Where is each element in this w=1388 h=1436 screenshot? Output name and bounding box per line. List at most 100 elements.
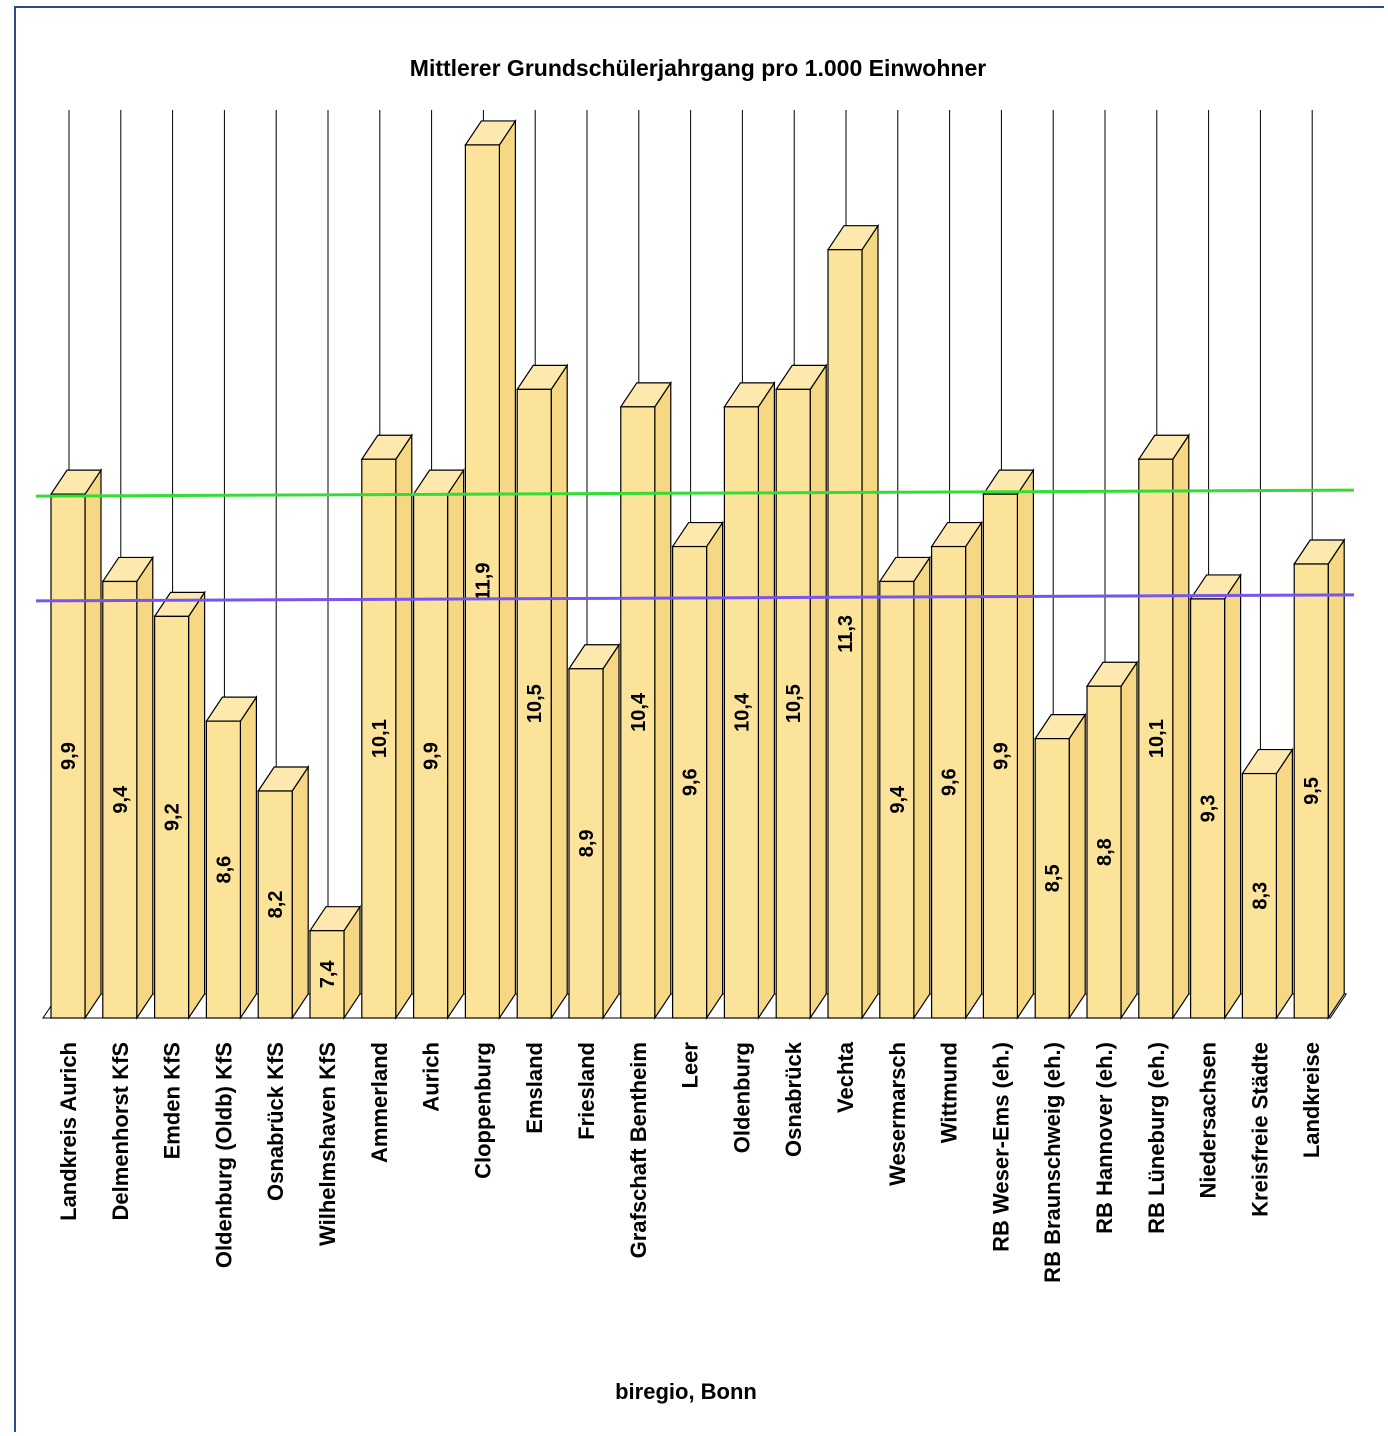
reference-lines [35, 488, 1355, 603]
value-label: 9,9 [421, 742, 443, 770]
bar: 8,6 [205, 695, 258, 1020]
bar-front [879, 580, 915, 1019]
category-label: Osnabrück KfS [263, 1042, 288, 1201]
bar-side [757, 380, 776, 1020]
bar: 8,5 [1034, 712, 1087, 1020]
bar-side [239, 695, 257, 1020]
bar: 10,4 [619, 380, 672, 1020]
value-label: 10,4 [628, 692, 650, 732]
chart-frame [14, 6, 1384, 1432]
bar: 8,3 [1241, 747, 1294, 1020]
value-label: 10,5 [783, 684, 805, 723]
category-label: Ammerland [367, 1042, 392, 1163]
value-label: 9,6 [680, 768, 702, 796]
bar-side [550, 363, 568, 1020]
value-label: 10,4 [731, 692, 753, 732]
category-label: Grafschaft Bentheim [626, 1042, 651, 1258]
category-label: Leer [678, 1042, 703, 1089]
bar-side [654, 380, 672, 1020]
bar-side [188, 590, 206, 1020]
bar-side [498, 118, 517, 1020]
bar-side [291, 765, 309, 1020]
category-label: RB Lüneburg (eh.) [1144, 1042, 1169, 1234]
bar-front [1086, 685, 1122, 1019]
bar: 9,9 [49, 468, 103, 1020]
category-label: Aurich [419, 1042, 444, 1112]
bar-front [723, 406, 760, 1019]
bar-front [982, 493, 1019, 1019]
category-label: Oldenburg [729, 1042, 754, 1153]
category-label: Niedersachsen [1196, 1042, 1221, 1199]
source-label: biregio, Bonn [615, 1379, 757, 1404]
value-label: 9,4 [110, 785, 132, 814]
bar: 11,9 [464, 118, 517, 1020]
bar-front [568, 668, 604, 1019]
bar: 9,6 [930, 520, 983, 1020]
bar: 10,4 [723, 380, 776, 1020]
bar: 9,4 [878, 555, 931, 1020]
value-label: 9,5 [1301, 777, 1323, 805]
reference-line [35, 488, 1355, 498]
category-label: Emden KfS [160, 1042, 185, 1159]
value-label: 11,9 [472, 563, 494, 601]
bar: 9,6 [671, 520, 724, 1020]
category-label: Wilhelmshaven KfS [315, 1042, 340, 1246]
bar-front [930, 545, 967, 1019]
category-label: Kreisfreie Städte [1247, 1042, 1272, 1217]
value-label: 8,5 [1042, 864, 1064, 892]
category-label: RB Weser-Ems (eh.) [988, 1042, 1013, 1252]
bar-front [257, 790, 293, 1019]
value-label: 8,9 [576, 829, 598, 857]
category-label: RB Braunschweig (eh.) [1040, 1042, 1065, 1283]
value-label: 10,5 [524, 684, 546, 723]
bar-side [809, 363, 827, 1020]
category-label: Cloppenburg [470, 1042, 495, 1179]
bar-side [1223, 572, 1242, 1020]
category-labels: Landkreis Aurich Delmenhorst KfS Emden KfS… [56, 1041, 1324, 1283]
category-label: Emsland [522, 1042, 547, 1134]
category-label: Vechta [833, 1041, 858, 1113]
bar: 9,2 [153, 590, 206, 1020]
bar-side [861, 223, 879, 1020]
category-label: Wesermarsch [885, 1042, 910, 1186]
value-label: 10,1 [1146, 719, 1168, 758]
bar-side [1120, 660, 1138, 1020]
value-label: 8,8 [1094, 838, 1116, 866]
bar-side [1016, 468, 1035, 1020]
bar-side [602, 642, 620, 1020]
value-label: 8,6 [213, 856, 235, 884]
category-label: Friesland [574, 1042, 599, 1140]
category-label: Landkreise [1299, 1042, 1324, 1158]
bar: 9,3 [1189, 572, 1242, 1020]
bar-front [1293, 563, 1329, 1019]
bar-front [309, 930, 345, 1019]
reference-line [35, 593, 1355, 603]
bar: 8,9 [567, 642, 621, 1020]
chart-title: Mittlerer Grundschülerjahrgang pro 1.000… [410, 55, 986, 81]
bars: 9,9 9,4 9,2 8,6 8,2 7,4 10,1 9,9 11,9 10,5 8,9 10,4… [49, 118, 1346, 1020]
bar-front [620, 406, 656, 1019]
bar-front [464, 144, 500, 1019]
category-label: RB Hannover (eh.) [1092, 1042, 1117, 1234]
bar-side [1327, 538, 1345, 1020]
bar-front [50, 493, 86, 1019]
bar-side [1172, 433, 1190, 1020]
bar-front [1034, 738, 1070, 1019]
bar-side [136, 555, 154, 1020]
bar: 9,9 [412, 468, 465, 1020]
bar: 9,4 [101, 555, 154, 1020]
category-label: Osnabrück [781, 1041, 806, 1157]
value-label: 10,1 [369, 719, 391, 758]
value-label: 7,4 [317, 960, 339, 989]
value-label: 9,4 [887, 785, 909, 814]
bar-front [1189, 598, 1226, 1019]
bar: 10,5 [516, 363, 569, 1020]
bar-side [447, 468, 465, 1020]
bar-side [913, 555, 931, 1020]
bar-front [205, 720, 241, 1019]
bar-front [1241, 772, 1278, 1019]
bar: 9,9 [982, 468, 1035, 1020]
value-label: 9,6 [939, 768, 961, 796]
bar: 10,5 [775, 363, 828, 1020]
